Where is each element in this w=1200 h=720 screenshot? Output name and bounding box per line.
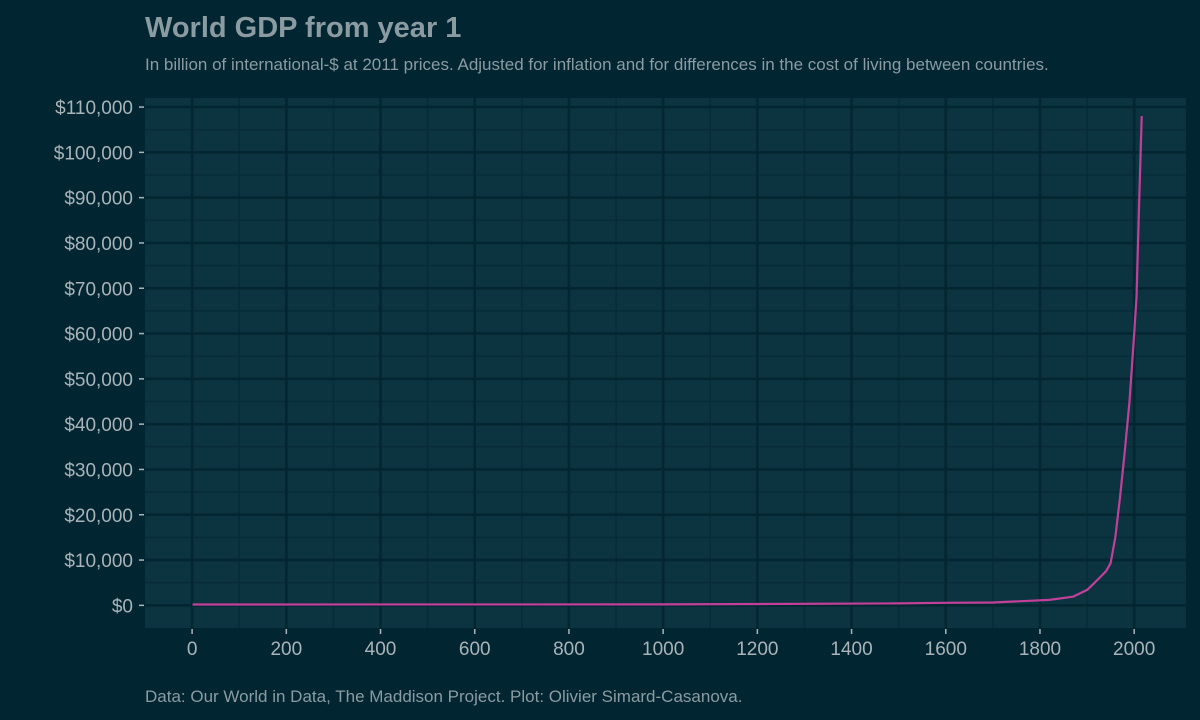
y-tick-label: $110,000 (55, 98, 133, 119)
x-tick-label: 1800 (1019, 639, 1061, 660)
series-layer (192, 116, 1143, 606)
x-tick-label: 800 (553, 639, 585, 660)
y-tick-label: $60,000 (64, 325, 133, 346)
y-tick-label: $80,000 (64, 234, 133, 255)
y-tick-label: $70,000 (64, 279, 133, 300)
x-tick-label: 600 (459, 639, 491, 660)
chart-subtitle: In billion of international-$ at 2011 pr… (145, 55, 1049, 74)
y-tick-label: $20,000 (64, 506, 133, 527)
x-axis: 0 200 400 600 800 1000 1200 1400 1600 1800 2000 (187, 629, 1155, 660)
chart-title: World GDP from year 1 (145, 12, 462, 44)
y-tick-label: $30,000 (64, 460, 133, 481)
x-tick-label: 2000 (1113, 639, 1155, 660)
y-tick-label: $100,000 (54, 143, 133, 164)
y-tick-label: $10,000 (64, 551, 133, 572)
y-tick-label: $50,000 (64, 370, 133, 391)
series-line (192, 116, 1143, 606)
x-tick-label: 400 (365, 639, 397, 660)
x-tick-label: 200 (270, 639, 302, 660)
x-tick-label: 1400 (830, 639, 872, 660)
x-tick-label: 1000 (642, 639, 684, 660)
y-tick-label: $90,000 (64, 189, 133, 210)
chart-caption: Data: Our World in Data, The Maddison Pr… (145, 687, 743, 706)
x-tick-label: 1200 (736, 639, 778, 660)
plot-panel (145, 98, 1186, 628)
grid-minor (145, 98, 1186, 628)
y-tick-label: $40,000 (64, 415, 133, 436)
y-axis: $0 $10,000 $20,000 $30,000 $40,000 $50,000 $60… (54, 98, 144, 617)
y-tick-label: $0 (112, 596, 133, 617)
x-tick-label: 0 (187, 639, 198, 660)
x-tick-label: 1600 (925, 639, 967, 660)
